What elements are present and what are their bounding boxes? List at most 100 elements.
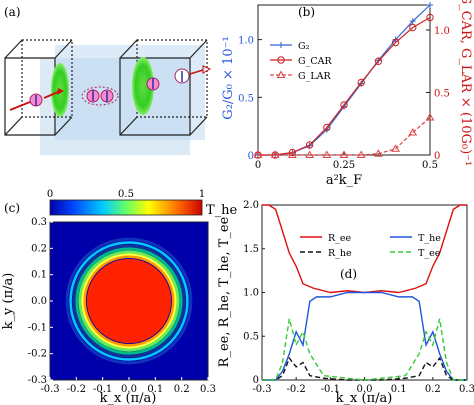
panel-c-y-tick-label: -0.1: [28, 322, 47, 333]
panel-b-y-tick-label-left: 1.0: [238, 36, 254, 47]
panel-b-xlabel: a²k_F: [326, 173, 362, 188]
glar-point: [374, 149, 383, 157]
panel-b-x-tick-label: 0.5: [422, 160, 438, 171]
panel-d-y-tick-label: 1.5: [243, 244, 259, 255]
colorbar-label: T_he: [206, 203, 238, 218]
panel-c-x-tick-label: -0.3: [40, 384, 59, 395]
gcar-point: [340, 101, 348, 109]
gcar-point: [288, 148, 297, 157]
panel-d-legend-label: R_he: [328, 248, 352, 259]
panel-b-y-tick-label-right: 0.5: [434, 89, 450, 100]
gcar-point: [426, 13, 434, 22]
series-line-2: [258, 117, 431, 156]
glar-point: [408, 128, 418, 136]
gcar-point: [323, 123, 331, 132]
panel-d-x-tick-label: -0.3: [252, 384, 271, 395]
glar-point: [270, 150, 280, 158]
cooper-pair: [81, 86, 119, 106]
panel-d-x-ticks: -0.3 -0.2 -0.1 0.0 0.1 0.2 0.3: [252, 377, 474, 395]
heatmap-ring: [69, 241, 189, 361]
glar-point: [356, 150, 366, 158]
panel-b-y-ticks-right: 0 0.5 1.0: [426, 26, 450, 162]
heatmap-ring: [65, 237, 193, 365]
incoming-electron: [9, 88, 64, 111]
panel-d-ylabel: R_ee, R_he, T_he, T_ee: [217, 216, 232, 367]
colorbar-tick-label: 0.5: [118, 189, 134, 200]
glar-point: [288, 150, 297, 158]
panel-c-y-tick-label: 0.3: [31, 217, 47, 228]
panel-b-conductance-chart: (b) 0 0.25 0.5 00.51.0 00.51.0 G₂G_CARG_LA…: [221, 0, 473, 188]
panel-b-label: (b): [298, 5, 315, 19]
panel-b-x-tick-label: 0.25: [333, 160, 355, 171]
panel-d-y-tick-label: 2.0: [243, 200, 259, 211]
panel-d-coefficients-chart: (d) -0.3 -0.2 -0.1 0.0 0.1 0.2 0.3 0 0.5 1.0 1.5 2…: [217, 200, 474, 405]
panel-b-y-tick-label-left: 0: [248, 151, 254, 162]
outgoing-hole: [146, 65, 212, 91]
panel-d-legend-label: T_he: [418, 233, 441, 244]
panel-b-series: [253, 2, 435, 159]
colorbar-tick-label: 0: [47, 189, 53, 200]
panel-b-y-tick-label-right: 1.0: [434, 26, 450, 37]
gcar-point: [374, 57, 383, 65]
panel-a-schematic: (a): [4, 5, 212, 155]
panel-d-legend: R_ee T_he R_he T_ee: [300, 233, 441, 259]
series-line-0: [258, 4, 431, 156]
right-lead-cube: [119, 39, 208, 136]
panel-d-x-tick-label: 0.3: [459, 384, 474, 395]
panel-c-y-tick-label: -0.3: [28, 375, 47, 386]
legend-label: G_LAR: [298, 71, 332, 82]
panel-d-x-tick-label: -0.2: [287, 384, 306, 395]
panel-c-y-ticks: -0.3 -0.2 -0.1 0.0 0.1 0.2 0.3: [28, 217, 53, 386]
panel-d-x-tick-label: 0.2: [425, 384, 441, 395]
heatmap-ring: [78, 250, 180, 352]
panel-c-x-tick-label: -0.1: [93, 384, 112, 395]
colorbar-tick-label: 1: [199, 189, 205, 200]
legend-marker: [278, 42, 284, 48]
glar-point: [253, 150, 263, 158]
panel-b-y-tick-label-left: 0.5: [238, 93, 254, 104]
panel-d-x-tick-label: 0.1: [391, 384, 407, 395]
panel-c-xlabel: k_x (π/a): [100, 391, 157, 405]
panel-c-y-tick-label: 0.1: [31, 270, 47, 281]
panel-a-label: (a): [4, 5, 21, 19]
legend-label: G_CAR: [298, 56, 332, 67]
gcar-point: [391, 38, 400, 47]
gcar-point: [305, 141, 314, 149]
heatmap-ring: [83, 255, 175, 347]
left-lead-cube: [4, 39, 73, 136]
heatmap-rings: [65, 237, 193, 365]
panel-b-y-tick-label-right: 0: [434, 151, 440, 162]
series-line-1: [258, 16, 431, 156]
panel-d-y-tick-label: 0: [253, 375, 259, 386]
glar-point: [305, 150, 314, 158]
panel-d-series-line-2: [262, 356, 467, 381]
heatmap-ring: [72, 244, 186, 358]
panel-b-ylabel-left: G₂/G₀ × 10⁻¹: [221, 36, 236, 119]
gcar-point: [357, 78, 365, 87]
panel-c-x-tick-label: 0.1: [147, 384, 163, 395]
panel-c-heatmap: (c) 0 0.5 1 T_he -0.3 -0.2 -0.1 0.0 0.1 0.2 0.3 …: [1, 189, 238, 405]
panel-b-x-tick-label: 0: [255, 160, 261, 171]
panel-d-legend-label: R_ee: [328, 233, 352, 244]
heatmap-core: [86, 258, 172, 344]
panel-d-series: [262, 204, 467, 381]
panel-b-legend: G₂ G_CAR G_LAR: [270, 41, 332, 82]
colorbar-ticks: 0 0.5 1: [47, 189, 205, 200]
panel-d-x-tick-label: -0.1: [321, 384, 340, 395]
panel-c-x-tick-label: 0.3: [200, 384, 216, 395]
legend-marker: [277, 56, 285, 64]
panel-d-series-line-3: [262, 318, 467, 381]
panel-c-label: (c): [4, 201, 20, 215]
colorbar: [49, 199, 203, 216]
panel-d-x-tick-label: 0.0: [357, 384, 373, 395]
glar-point: [391, 144, 400, 152]
panel-b-frame: [257, 4, 431, 156]
right-scattering-disk: [132, 57, 154, 115]
gcar-point: [409, 23, 417, 32]
panel-d-y-tick-label: 0.5: [243, 331, 259, 342]
panel-d-y-tick-label: 1.0: [243, 288, 259, 299]
panel-d-xlabel: k_x (π/a): [336, 391, 393, 405]
panel-d-legend-label: T_ee: [418, 248, 441, 259]
glar-point: [339, 150, 349, 158]
